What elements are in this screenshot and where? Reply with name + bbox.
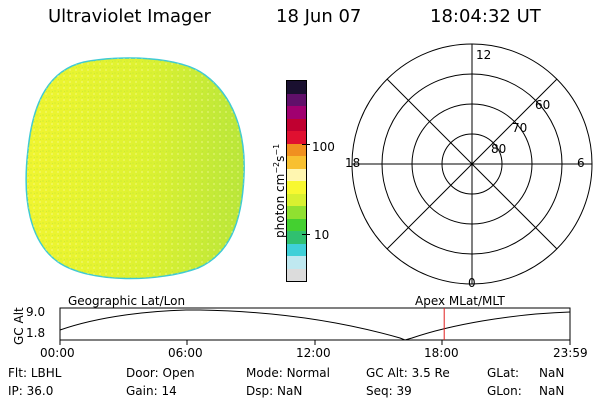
colorbar-segment (287, 106, 306, 119)
lat-label-70: 70 (512, 121, 528, 135)
lat-label-80: 80 (491, 142, 507, 156)
mode-field: Mode: Normal (246, 366, 330, 380)
colorbar-tick-mark (302, 234, 310, 235)
time-label: 18:04:32 UT (430, 6, 541, 27)
colorbar-segment (287, 268, 306, 281)
strip-xtick-18: 18:00 (424, 346, 459, 360)
gain-field: Gain: 14 (126, 384, 177, 398)
seq-field: Seq: 39 (366, 384, 412, 398)
strip-xtick-2359: 23:59 (553, 346, 588, 360)
colorbar-tick-mark (302, 144, 310, 145)
colorbar-segment (287, 256, 306, 269)
instrument-title: Ultraviolet Imager (48, 6, 211, 27)
disk-texture (26, 58, 245, 279)
glon-value: NaN (539, 384, 565, 398)
mlt-label-6: 6 (577, 156, 585, 170)
colorbar-segment (287, 243, 306, 256)
strip-frame (59, 307, 571, 341)
glat-label: GLat: (487, 366, 520, 380)
colorbar-segment (287, 168, 306, 181)
strip-xtick-0: 00:00 (40, 346, 75, 360)
strip-xtick-12: 12:00 (296, 346, 331, 360)
strip-ytick-1.8: 1.8 (26, 326, 46, 340)
strip-xtick-6: 06:00 (168, 346, 203, 360)
strip-right-label: Apex MLat/MLT (415, 294, 505, 308)
colorbar-segment (287, 181, 306, 194)
colorbar-segment (287, 81, 306, 94)
dsp-field: Dsp: NaN (246, 384, 303, 398)
gc-alt-field: GC Alt: 3.5 Re (366, 366, 450, 380)
colorbar-tick-100: 100 (312, 140, 335, 154)
strip-xticks (59, 340, 571, 345)
glon-label: GLon: (487, 384, 522, 398)
colorbar-segment (287, 156, 306, 169)
altitude-curve (59, 309, 571, 341)
lat-label-60: 60 (535, 98, 551, 112)
mlt-label-0: 0 (468, 276, 476, 290)
colorbar-segment (287, 131, 306, 144)
mlt-label-18: 18 (345, 156, 361, 170)
colorbar-segment (287, 206, 306, 219)
colorbar-tick-10: 10 (314, 228, 330, 242)
colorbar-segment (287, 193, 306, 206)
ip-field: IP: 36.0 (8, 384, 54, 398)
colorbar-segment (287, 143, 306, 156)
mlt-label-12: 12 (476, 48, 492, 62)
colorbar-segment (287, 118, 306, 131)
flt-field: Flt: LBHL (8, 366, 62, 380)
door-field: Door: Open (126, 366, 195, 380)
colorbar-segment (287, 231, 306, 244)
polar-diagonal (386, 78, 558, 250)
glat-value: NaN (539, 366, 565, 380)
colorbar-segment (287, 93, 306, 106)
strip-ytick-9: 9.0 (26, 305, 46, 319)
strip-left-label: Geographic Lat/Lon (68, 294, 186, 308)
date-label: 18 Jun 07 (276, 6, 362, 27)
color-scale-bar (286, 80, 307, 282)
colorbar-segment (287, 218, 306, 231)
